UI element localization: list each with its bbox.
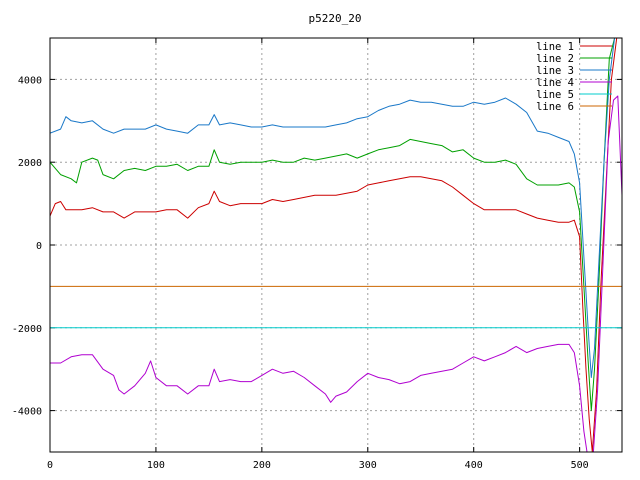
legend-label: line 3	[536, 65, 574, 77]
y-tick-label: -2000	[12, 324, 42, 335]
series-line-4	[50, 95, 622, 452]
x-tick-label: 500	[571, 460, 589, 471]
y-tick-label: 2000	[18, 158, 42, 169]
plot-frame	[49, 37, 623, 453]
legend-label: line 2	[536, 53, 574, 65]
series-line-1	[50, 38, 618, 452]
legend-label: line 1	[536, 41, 574, 53]
y-tick-label: 0	[36, 241, 42, 252]
x-tick-label: 100	[147, 460, 165, 471]
legend-label: line 5	[536, 89, 574, 101]
x-tick-label: 0	[47, 460, 53, 471]
x-tick-label: 200	[253, 460, 271, 471]
chart-title: p5220_20	[309, 12, 362, 25]
y-tick-label: -4000	[12, 407, 42, 418]
axis-ticks: 0 100 200 300 400 500 -4000 -2000 0 2000 4000	[12, 38, 622, 471]
series-line-2	[50, 38, 616, 412]
x-tick-label: 400	[465, 460, 483, 471]
series-lines	[50, 38, 622, 452]
legend-label: line 4	[536, 77, 574, 89]
legend-label: line 6	[536, 101, 574, 113]
y-tick-label: 4000	[18, 75, 42, 86]
x-tick-label: 300	[359, 460, 377, 471]
series-line-3	[50, 38, 616, 378]
